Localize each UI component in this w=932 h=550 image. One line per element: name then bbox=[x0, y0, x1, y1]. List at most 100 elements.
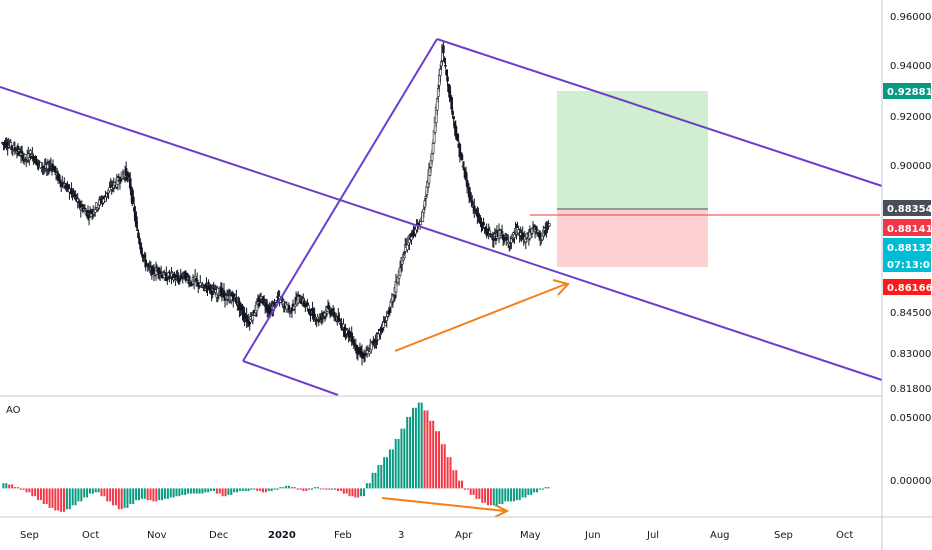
candle-body bbox=[481, 225, 484, 229]
ao-tick: 0.00000 bbox=[890, 476, 931, 487]
ao-bar bbox=[60, 488, 63, 512]
ao-bar bbox=[541, 488, 544, 490]
ao-bar bbox=[11, 484, 14, 489]
price-axis[interactable]: 0.96000 0.94000 0.92000 0.90000 0.84500 … bbox=[890, 12, 931, 395]
ao-bar bbox=[39, 488, 42, 501]
stop-zone[interactable] bbox=[557, 209, 708, 267]
time-tick: Dec bbox=[209, 530, 228, 541]
channel-lower-long[interactable] bbox=[0, 86, 883, 381]
tag-countdown: 07:13:01 bbox=[887, 260, 932, 271]
ao-bar bbox=[31, 488, 34, 497]
time-tick: 2020 bbox=[268, 530, 296, 541]
indicator-label[interactable]: AO bbox=[6, 405, 21, 416]
ao-bar bbox=[308, 488, 311, 490]
time-tick: 3 bbox=[398, 530, 404, 541]
ao-arrow-head bbox=[494, 504, 510, 518]
ao-bar bbox=[86, 488, 89, 498]
ao-bar bbox=[469, 488, 472, 495]
ao-bar bbox=[279, 487, 282, 489]
time-tick: Apr bbox=[455, 530, 473, 541]
ao-bar bbox=[394, 439, 397, 489]
position-zones[interactable] bbox=[530, 91, 880, 267]
ao-bar bbox=[204, 488, 207, 493]
ao-bar bbox=[117, 488, 120, 510]
tag-entry: 0.88354 bbox=[887, 204, 932, 215]
ao-bar bbox=[357, 488, 360, 498]
candle-body bbox=[316, 316, 320, 320]
tag-bid-bg bbox=[883, 238, 931, 272]
ao-axis[interactable]: 0.05000 0.00000 bbox=[890, 413, 931, 487]
ao-bar bbox=[259, 488, 262, 491]
candle-body bbox=[446, 76, 449, 82]
ao-bar bbox=[472, 488, 475, 495]
time-axis[interactable]: Sep Oct Nov Dec 2020 Feb 3 Apr May Jun J… bbox=[20, 530, 853, 541]
ao-bar bbox=[342, 488, 345, 494]
price-arrow[interactable] bbox=[394, 283, 567, 352]
ao-bar bbox=[149, 488, 152, 501]
ao-bar bbox=[212, 488, 215, 491]
ao-bar bbox=[305, 488, 308, 491]
time-tick: Jun bbox=[584, 530, 601, 541]
ao-bar bbox=[236, 488, 239, 493]
ao-bar bbox=[233, 488, 236, 493]
ao-bar bbox=[181, 488, 184, 495]
ao-bar bbox=[57, 488, 60, 511]
ao-bar bbox=[146, 488, 149, 501]
channel-bottom-left[interactable] bbox=[242, 360, 339, 396]
candle-body bbox=[452, 116, 455, 120]
ao-bar bbox=[158, 488, 161, 501]
ao-bar bbox=[420, 402, 423, 489]
candle-body bbox=[138, 238, 141, 245]
time-tick: Oct bbox=[836, 530, 853, 541]
ao-bar bbox=[287, 485, 290, 489]
ao-bar bbox=[54, 488, 57, 511]
ao-bar bbox=[155, 488, 158, 502]
tag-last: 0.88141 bbox=[887, 224, 932, 235]
ao-bar bbox=[348, 488, 351, 497]
ao-bar bbox=[498, 488, 501, 504]
ao-bar bbox=[71, 488, 74, 506]
target-zone[interactable] bbox=[557, 91, 708, 209]
ao-bar bbox=[435, 431, 438, 489]
ao-arrow[interactable] bbox=[381, 497, 506, 512]
candle-body bbox=[172, 277, 175, 281]
candle-body bbox=[118, 182, 122, 184]
ao-bar bbox=[426, 410, 429, 489]
time-tick: Jul bbox=[646, 530, 659, 541]
candle-body bbox=[513, 234, 516, 238]
candle-body bbox=[66, 183, 69, 186]
candle-body bbox=[394, 281, 398, 293]
price-tick: 0.90000 bbox=[890, 161, 931, 172]
candle-body bbox=[482, 222, 485, 226]
ao-bar bbox=[403, 428, 406, 489]
ao-bar bbox=[481, 488, 484, 503]
channel-lines[interactable] bbox=[0, 38, 883, 396]
candle-body bbox=[285, 304, 289, 310]
ao-bar bbox=[132, 488, 135, 504]
ao-bar bbox=[461, 480, 464, 489]
channel-upper-right[interactable] bbox=[436, 38, 883, 187]
price-tick: 0.81800 bbox=[890, 384, 931, 395]
ao-bar bbox=[241, 488, 244, 491]
ao-bar bbox=[328, 488, 331, 490]
ao-bar bbox=[97, 488, 100, 493]
ao-bar bbox=[409, 416, 412, 489]
ao-bar bbox=[129, 488, 132, 504]
ao-bar bbox=[100, 488, 103, 497]
annotation-arrows[interactable] bbox=[381, 279, 570, 518]
ao-bar bbox=[123, 488, 126, 508]
candle-body bbox=[500, 231, 504, 233]
ao-bar bbox=[466, 488, 469, 490]
ao-bar bbox=[458, 480, 461, 489]
tag-stop: 0.86166 bbox=[887, 283, 932, 294]
candle-body bbox=[548, 223, 551, 227]
ao-bar bbox=[163, 488, 166, 499]
candle-body bbox=[20, 151, 24, 154]
ao-bar bbox=[449, 457, 452, 489]
candle-body bbox=[72, 190, 75, 196]
candle-body bbox=[195, 279, 199, 282]
pitchfork-handle[interactable] bbox=[242, 38, 438, 362]
ao-bar bbox=[80, 488, 83, 502]
ao-bar bbox=[510, 488, 513, 502]
